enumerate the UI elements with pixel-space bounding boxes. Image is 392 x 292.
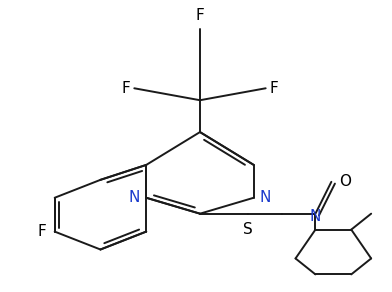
Text: F: F: [38, 224, 47, 239]
Text: N: N: [260, 190, 271, 205]
Text: F: F: [122, 81, 130, 96]
Text: N: N: [129, 190, 140, 205]
Text: N: N: [310, 208, 321, 224]
Text: F: F: [196, 8, 204, 22]
Text: O: O: [339, 174, 351, 189]
Text: F: F: [270, 81, 278, 96]
Text: S: S: [243, 222, 252, 237]
